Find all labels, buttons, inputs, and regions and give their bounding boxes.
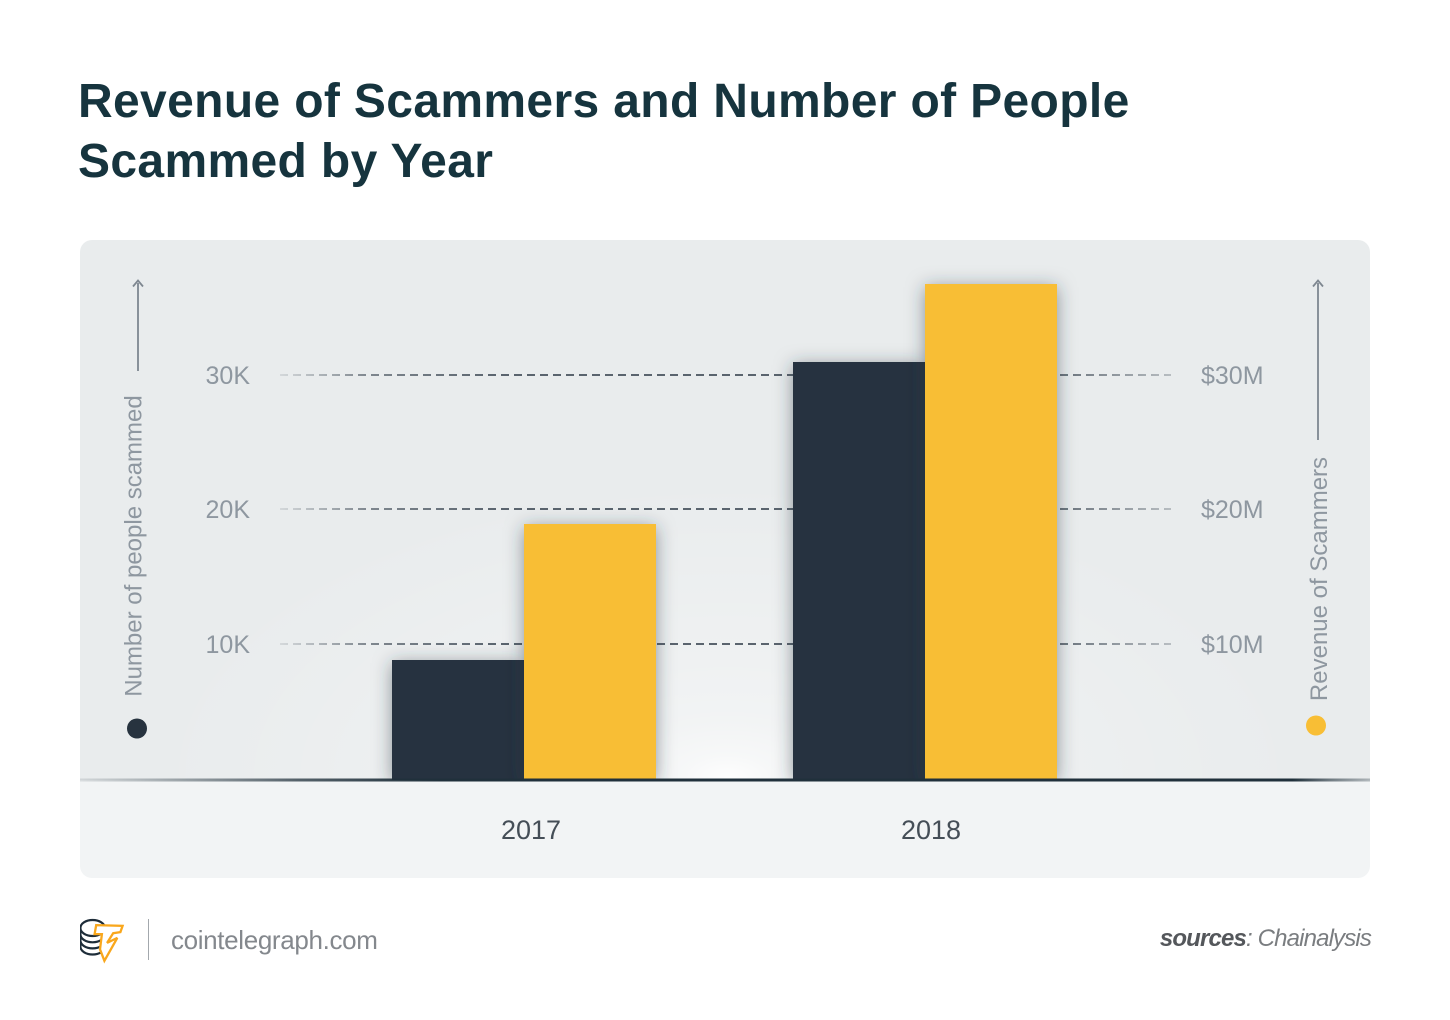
svg-text:$30M: $30M	[1201, 362, 1264, 390]
svg-text:20K: 20K	[206, 496, 251, 524]
svg-text:10K: 10K	[206, 631, 251, 659]
svg-text:Revenue of Scammers: Revenue of Scammers	[1306, 457, 1333, 701]
svg-text:Number of people scammed: Number of people scammed	[121, 395, 148, 696]
svg-text:$10M: $10M	[1201, 631, 1264, 659]
svg-text:2017: 2017	[501, 815, 561, 845]
svg-text:2018: 2018	[901, 815, 961, 845]
svg-text:$20M: $20M	[1201, 496, 1264, 524]
svg-text:30K: 30K	[206, 362, 251, 390]
